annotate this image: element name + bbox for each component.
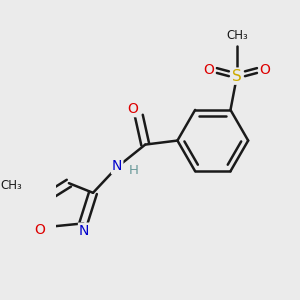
Text: S: S [232,69,242,84]
Text: O: O [127,102,138,116]
Text: N: N [112,159,122,173]
Text: CH₃: CH₃ [0,179,22,192]
Text: O: O [34,223,45,237]
Text: O: O [203,63,214,77]
Text: O: O [260,63,271,77]
Text: N: N [79,224,89,238]
Text: H: H [128,164,138,177]
Text: CH₃: CH₃ [226,29,248,43]
